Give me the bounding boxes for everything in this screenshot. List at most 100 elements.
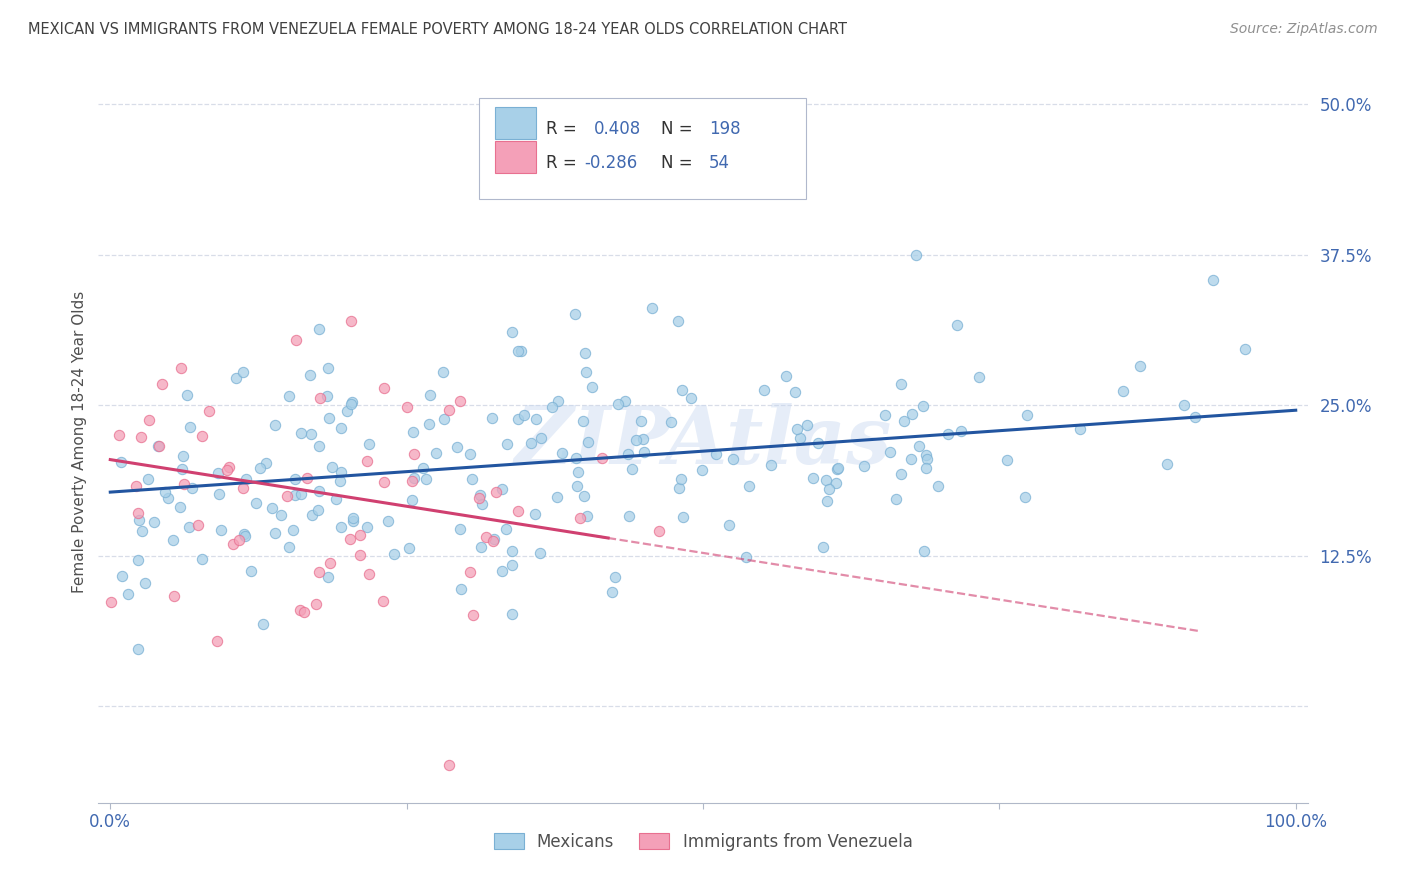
Point: [1234, 342, 1257, 356]
Point: [419, 388, 441, 402]
Point: [295, 471, 318, 485]
Point: [1129, 359, 1152, 374]
Point: [915, 461, 938, 475]
Point: [377, 514, 399, 528]
Point: [172, 449, 194, 463]
Point: [342, 511, 364, 525]
Point: [284, 488, 307, 502]
Point: [1112, 384, 1135, 398]
Point: [170, 462, 193, 476]
Point: [108, 427, 131, 442]
Point: [513, 408, 536, 422]
Point: [173, 477, 195, 491]
Point: [672, 510, 695, 524]
Point: [575, 365, 598, 379]
Point: [614, 394, 637, 409]
Point: [357, 436, 380, 450]
Point: [475, 530, 498, 544]
Point: [901, 407, 924, 421]
Point: [607, 397, 630, 411]
Point: [150, 376, 173, 391]
Point: [321, 459, 343, 474]
Point: [529, 431, 551, 445]
Point: [1184, 409, 1206, 424]
Point: [738, 479, 761, 493]
Point: [801, 471, 824, 485]
Point: [124, 479, 146, 493]
Point: [263, 526, 285, 541]
Point: [318, 570, 340, 584]
Point: [825, 462, 848, 476]
Point: [458, 447, 481, 461]
Legend: Mexicans, Immigrants from Venezuela: Mexicans, Immigrants from Venezuela: [485, 825, 921, 860]
Point: [191, 429, 214, 443]
Point: [402, 471, 425, 485]
Point: [205, 633, 228, 648]
Point: [319, 556, 342, 570]
Point: [900, 452, 922, 467]
Point: [529, 546, 551, 560]
Point: [342, 515, 364, 529]
Point: [449, 394, 471, 409]
Point: [647, 524, 669, 539]
Point: [718, 517, 741, 532]
Point: [177, 519, 200, 533]
Point: [468, 488, 491, 502]
Point: [501, 325, 523, 339]
Point: [946, 318, 969, 332]
Point: [735, 550, 758, 565]
Point: [481, 411, 503, 425]
Point: [574, 490, 596, 504]
Point: [912, 400, 935, 414]
Point: [127, 506, 149, 520]
Point: [284, 471, 307, 485]
Point: [415, 472, 437, 486]
Point: [785, 385, 807, 400]
Point: [142, 515, 165, 529]
Point: [567, 465, 589, 479]
Point: [233, 529, 256, 543]
Point: [299, 368, 322, 382]
Point: [138, 413, 160, 427]
Point: [117, 587, 139, 601]
Point: [671, 383, 693, 397]
Point: [603, 569, 626, 583]
Point: [252, 617, 274, 632]
Point: [288, 602, 311, 616]
Point: [890, 467, 912, 481]
Point: [316, 389, 339, 403]
Point: [524, 412, 547, 426]
Point: [156, 491, 179, 505]
Point: [641, 301, 664, 316]
Point: [285, 333, 308, 347]
Point: [501, 543, 523, 558]
Point: [402, 425, 425, 440]
Point: [316, 360, 339, 375]
Point: [163, 589, 186, 603]
Point: [349, 527, 371, 541]
Point: [886, 491, 908, 506]
Point: [231, 365, 253, 379]
FancyBboxPatch shape: [495, 107, 536, 139]
Point: [155, 485, 177, 500]
Point: [449, 522, 471, 536]
Point: [198, 403, 221, 417]
Point: [412, 461, 434, 475]
Point: [721, 452, 744, 467]
Point: [813, 540, 835, 554]
Point: [875, 408, 897, 422]
Point: [574, 346, 596, 360]
Point: [1156, 457, 1178, 471]
Point: [290, 425, 312, 440]
Point: [450, 582, 472, 597]
Point: [461, 472, 484, 486]
Point: [541, 401, 564, 415]
Point: [235, 472, 257, 486]
Point: [169, 500, 191, 514]
Point: [936, 426, 959, 441]
Point: [305, 597, 328, 611]
Point: [208, 487, 231, 501]
Text: MEXICAN VS IMMIGRANTS FROM VENEZUELA FEMALE POVERTY AMONG 18-24 YEAR OLDS CORREL: MEXICAN VS IMMIGRANTS FROM VENEZUELA FEM…: [28, 22, 848, 37]
Point: [565, 451, 588, 466]
Text: R =: R =: [546, 120, 576, 137]
